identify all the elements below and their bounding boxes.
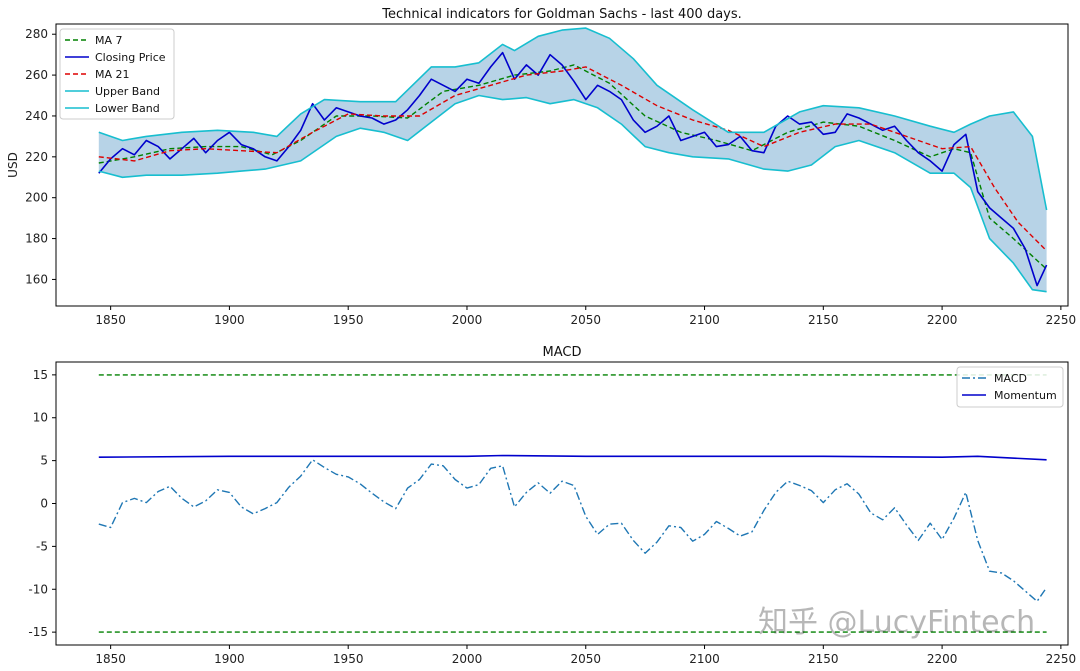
x-tick-label: 2100 <box>689 652 720 666</box>
macd-chart-x-ticks: 1850 1900 1950 2000 2050 2100 2150 2200 2250 <box>95 645 1076 666</box>
lower-band-line <box>98 94 1047 293</box>
y-tick-label: 15 <box>33 368 48 382</box>
macd-legend-box <box>956 366 1064 408</box>
legend-entry-momentum: Momentum <box>962 389 1057 402</box>
macd-chart-panel: MACD 1850 1900 1950 2000 2050 2100 2150 2200 225… <box>28 345 1076 666</box>
y-tick-label: 220 <box>25 150 48 164</box>
y-tick-label: -5 <box>36 539 48 553</box>
x-tick-label: 2250 <box>1046 652 1077 666</box>
legend-label-ma7: MA 7 <box>95 34 123 47</box>
legend-entry-macd: MACD <box>962 372 1027 385</box>
x-tick-label: 2050 <box>570 652 601 666</box>
x-tick-label: 2050 <box>570 313 601 327</box>
legend-entry-upper-band: Upper Band <box>65 85 160 98</box>
y-tick-label: 240 <box>25 109 48 123</box>
legend-entry-lower-band: Lower Band <box>65 102 160 115</box>
price-chart-x-ticks: 1850 1900 1950 2000 2050 2100 2150 2200 2250 <box>95 306 1076 327</box>
x-tick-label: 2100 <box>689 313 720 327</box>
x-tick-label: 2000 <box>452 313 483 327</box>
macd-chart-legend: MACD Momentum <box>956 366 1064 408</box>
upper-band-line <box>98 27 1048 211</box>
macd-chart-y-ticks: -15 -10 -5 0 5 10 15 <box>28 368 56 639</box>
price-chart-ylabel: USD <box>6 152 20 178</box>
y-tick-label: 10 <box>33 411 48 425</box>
price-chart-frame <box>55 23 1069 307</box>
y-tick-label: 200 <box>25 191 48 205</box>
y-tick-label: 0 <box>40 497 48 511</box>
y-tick-label: 260 <box>25 68 48 82</box>
y-tick-label: 180 <box>25 232 48 246</box>
x-tick-label: 2200 <box>927 313 958 327</box>
legend-label-macd: MACD <box>994 372 1027 385</box>
legend-entry-ma21: MA 21 <box>65 68 130 81</box>
macd-chart-frame <box>55 361 1069 646</box>
y-tick-label: -10 <box>28 582 48 596</box>
legend-label-ma21: MA 21 <box>95 68 130 81</box>
y-tick-label: 5 <box>40 454 48 468</box>
band-fill <box>98 28 1047 292</box>
price-legend-box <box>59 28 175 120</box>
x-tick-label: 1900 <box>214 313 245 327</box>
price-chart-legend: MA 7 Closing Price MA 21 Upper Band Lowe… <box>59 28 175 120</box>
x-tick-label: 1950 <box>333 313 364 327</box>
y-tick-label: -15 <box>28 625 48 639</box>
x-tick-label: 2200 <box>927 652 958 666</box>
legend-label-momentum: Momentum <box>994 389 1057 402</box>
macd-line <box>98 459 1048 602</box>
bollinger-band-area <box>98 28 1047 292</box>
legend-entry-ma7: MA 7 <box>65 34 123 47</box>
x-tick-label: 1900 <box>214 652 245 666</box>
legend-label-upper-band: Upper Band <box>95 85 160 98</box>
legend-label-closing-price: Closing Price <box>95 51 166 64</box>
y-tick-label: 160 <box>25 272 48 286</box>
x-tick-label: 2150 <box>808 652 839 666</box>
macd-chart-series <box>98 374 1048 633</box>
watermark-text: 知乎 @LucyFintech <box>758 605 1035 640</box>
x-tick-label: 2250 <box>1046 313 1077 327</box>
momentum-line <box>98 454 1047 461</box>
price-chart-series <box>98 27 1048 293</box>
x-tick-label: 1950 <box>333 652 364 666</box>
price-chart-panel: Technical indicators for Goldman Sachs -… <box>6 7 1076 327</box>
ma-7-line <box>98 64 1048 270</box>
macd-chart-title: MACD <box>543 345 582 360</box>
x-tick-label: 2150 <box>808 313 839 327</box>
legend-entry-closing-price: Closing Price <box>65 51 166 64</box>
ma-21-line <box>98 66 1048 252</box>
price-chart-y-ticks: 160 180 200 220 240 260 280 <box>25 27 56 286</box>
y-tick-label: 280 <box>25 27 48 41</box>
x-tick-label: 1850 <box>95 652 126 666</box>
x-tick-label: 1850 <box>95 313 126 327</box>
x-tick-label: 2000 <box>452 652 483 666</box>
legend-label-lower-band: Lower Band <box>95 102 160 115</box>
price-chart-title: Technical indicators for Goldman Sachs -… <box>381 7 742 22</box>
